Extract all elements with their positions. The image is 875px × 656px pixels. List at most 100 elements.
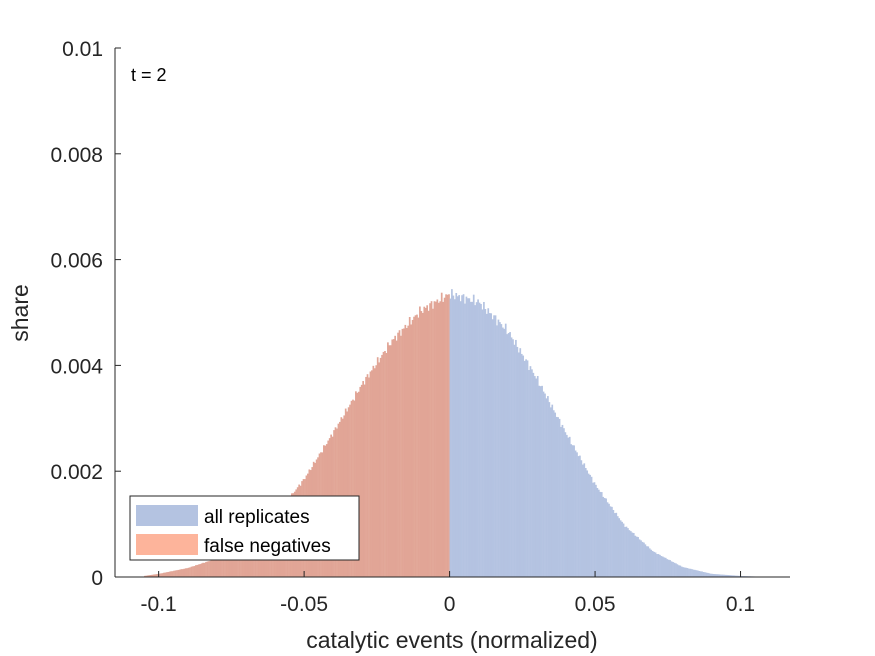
histogram-bin-false-negative — [366, 374, 369, 577]
histogram-bin-all-replicates — [683, 567, 686, 577]
histogram-bin-false-negative — [211, 560, 213, 577]
histogram-bin-false-negative — [347, 407, 350, 577]
histogram-bin-all-replicates — [648, 548, 651, 577]
histogram-bin-all-replicates — [724, 574, 727, 577]
histogram-bin-all-replicates — [592, 482, 594, 577]
histogram-bin-all-replicates — [459, 301, 462, 577]
y-tick-label: 0.01 — [62, 38, 103, 61]
histogram-bin-false-negative — [352, 399, 354, 577]
histogram-bin-false-negative — [400, 335, 402, 577]
histogram-bin-all-replicates — [561, 424, 564, 577]
histogram-bin-all-replicates — [647, 546, 650, 577]
histogram-bin-all-replicates — [552, 410, 555, 577]
histogram-bin-all-replicates — [731, 575, 734, 577]
histogram-bin-all-replicates — [686, 568, 689, 577]
histogram-bin-false-negative — [388, 345, 391, 577]
histogram-bin-all-replicates — [557, 417, 559, 577]
histogram-bin-all-replicates — [522, 355, 525, 577]
histogram-bin-all-replicates — [599, 491, 602, 577]
histogram-bin-all-replicates — [677, 565, 680, 577]
histogram-bin-all-replicates — [651, 551, 654, 577]
histogram-bin-all-replicates — [595, 484, 597, 577]
histogram-bin-false-negative — [147, 575, 149, 577]
histogram-bin-all-replicates — [669, 560, 671, 577]
histogram-bin-false-negative — [369, 371, 372, 577]
histogram-bin-all-replicates — [653, 551, 655, 577]
histogram-bin-false-negative — [195, 565, 197, 577]
histogram-bin-false-negative — [158, 573, 161, 577]
histogram-bin-false-negative — [192, 566, 194, 577]
histogram-bin-all-replicates — [622, 523, 625, 577]
histogram-bin-all-replicates — [532, 372, 535, 577]
histogram-bin-all-replicates — [587, 473, 590, 577]
axes — [114, 48, 790, 578]
histogram-bin-all-replicates — [600, 492, 603, 577]
histogram-bin-all-replicates — [577, 456, 580, 577]
histogram-bin-all-replicates — [519, 348, 522, 577]
histogram-bin-all-replicates — [499, 322, 501, 577]
histogram-bin-false-negative — [413, 316, 415, 577]
histogram-bin-all-replicates — [717, 574, 719, 577]
histogram-bin-all-replicates — [605, 498, 607, 577]
histogram-bin-all-replicates — [693, 569, 696, 577]
annotation-label: t = 2 — [131, 65, 167, 85]
histogram-bin-all-replicates — [657, 554, 660, 577]
histogram-bin-all-replicates — [670, 561, 673, 577]
histogram-bin-all-replicates — [513, 344, 516, 577]
histogram-bin-false-negative — [180, 569, 183, 577]
histogram-bin-false-negative — [197, 564, 200, 577]
histogram-bin-all-replicates — [525, 359, 527, 577]
histogram-bin-all-replicates — [606, 502, 609, 577]
histogram-bin-all-replicates — [483, 301, 485, 577]
histogram-bin-all-replicates — [485, 313, 488, 577]
histogram-bin-all-replicates — [704, 572, 706, 577]
histogram-bin-all-replicates — [718, 574, 721, 577]
histogram-bin-false-negative — [442, 301, 445, 577]
x-tick-label: -0.1 — [141, 593, 177, 616]
histogram-bin-all-replicates — [579, 455, 581, 577]
histogram-bin-all-replicates — [574, 450, 577, 577]
histogram-bin-all-replicates — [638, 539, 641, 577]
histogram-bin-all-replicates — [656, 554, 658, 577]
histogram-bin-all-replicates — [501, 327, 504, 577]
histogram-bin-all-replicates — [666, 559, 669, 577]
histogram-bin-all-replicates — [712, 574, 715, 577]
histogram-bin-all-replicates — [611, 506, 613, 577]
histogram-bin-false-negative — [355, 391, 357, 577]
histogram-bin-false-negative — [430, 301, 433, 577]
histogram-bin-false-negative — [411, 319, 414, 577]
histogram-bin-all-replicates — [456, 296, 459, 577]
histogram-bin-all-replicates — [560, 426, 562, 577]
y-axis-title: share — [7, 284, 33, 342]
histogram-bin-all-replicates — [612, 509, 615, 577]
histogram-bin-all-replicates — [682, 567, 685, 577]
histogram-bin-false-negative — [424, 307, 427, 577]
histogram-bin-all-replicates — [493, 315, 495, 577]
histogram-bin-all-replicates — [555, 416, 558, 577]
histogram-bin-all-replicates — [469, 301, 472, 577]
histogram-bin-all-replicates — [531, 369, 533, 577]
histogram-bin-false-negative — [161, 573, 164, 577]
histogram-bin-all-replicates — [503, 328, 506, 577]
histogram-bin-all-replicates — [542, 391, 545, 577]
histogram-bin-all-replicates — [698, 570, 701, 577]
histogram-bin-all-replicates — [548, 402, 551, 577]
histogram-bin-false-negative — [414, 315, 417, 577]
histogram-bin-false-negative — [436, 299, 439, 577]
histogram-bin-false-negative — [154, 574, 156, 577]
histogram-bin-all-replicates — [629, 531, 632, 577]
histogram-bin-false-negative — [421, 312, 424, 577]
histogram-bin-all-replicates — [515, 339, 517, 577]
histogram-bin-false-negative — [423, 306, 426, 577]
x-tick-label: 0.1 — [726, 593, 755, 616]
histogram-bin-all-replicates — [596, 487, 599, 577]
histogram-bin-all-replicates — [567, 437, 570, 577]
histogram-bin-false-negative — [371, 370, 373, 577]
histogram-bin-false-negative — [215, 558, 218, 577]
histogram-bin-all-replicates — [609, 506, 612, 577]
histogram-bin-all-replicates — [451, 289, 453, 577]
histogram-bin-all-replicates — [643, 542, 645, 577]
histogram-bin-all-replicates — [490, 313, 493, 577]
histogram-bin-all-replicates — [539, 386, 542, 577]
